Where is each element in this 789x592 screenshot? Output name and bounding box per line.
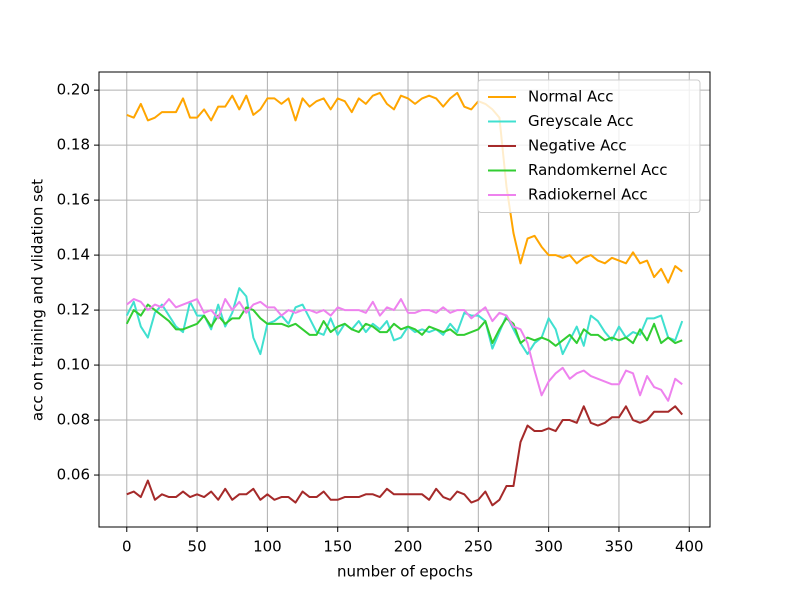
legend-label: Negative Acc [528,137,627,155]
y-tick-label: 0.16 [57,191,90,209]
x-tick-label: 400 [675,538,704,556]
y-tick-label: 0.18 [57,136,90,154]
legend-box [477,79,701,213]
x-tick-label: 300 [534,538,563,556]
series-line [126,91,683,284]
legend-label: Radiokernel Acc [528,186,648,204]
x-tick-label: 350 [605,538,634,556]
plot-frame [98,71,711,528]
x-tick-label: 0 [122,538,132,556]
legend: Normal Acc Greyscale Acc Negative Acc Rando… [477,79,701,213]
x-tick-label: 50 [188,538,207,556]
y-axis-label: acc on training and vlidation set [29,179,47,421]
y-tick-label: 0.14 [57,246,90,264]
x-tick-label: 100 [253,538,282,556]
y-tick-label: 0.08 [57,411,90,429]
x-axis-label: number of epochs [337,563,473,581]
x-tick-label: 250 [464,538,493,556]
legend-label: Normal Acc [528,88,614,106]
y-tick-label: 0.12 [57,301,90,319]
y-tick-label: 0.10 [57,356,90,374]
series-line [126,405,683,507]
x-tick-label: 200 [394,538,423,556]
legend-label: Greyscale Acc [528,112,633,130]
y-tick-label: 0.06 [57,466,90,484]
series-line [125,287,684,356]
series-line [126,298,683,402]
x-tick-label: 150 [323,538,352,556]
legend-label: Randomkernel Acc [528,161,668,179]
y-tick-label: 0.20 [57,81,90,99]
